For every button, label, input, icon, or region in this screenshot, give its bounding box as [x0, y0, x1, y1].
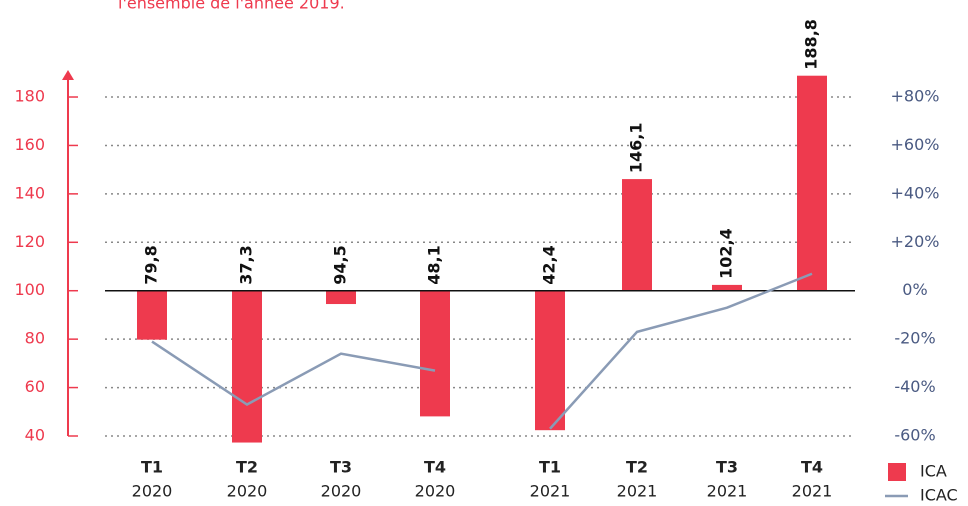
x-tick-label: 2020	[227, 482, 268, 501]
y-axis-arrow	[62, 70, 74, 80]
data-label: 37,3	[237, 245, 256, 284]
bar	[326, 290, 356, 305]
x-tick-label: 2021	[617, 482, 658, 501]
y2-tick-label: -40%	[894, 377, 935, 396]
y-tick-label: 180	[14, 87, 45, 106]
x-tick-label: T4	[801, 458, 823, 477]
y2-tick-label: +20%	[891, 232, 940, 251]
x-tick-label: 2021	[792, 482, 833, 501]
y2-tick-label: +80%	[891, 87, 940, 106]
x-tick-label: T3	[330, 458, 352, 477]
legend-swatch	[888, 463, 906, 481]
x-tick-label: 2020	[415, 482, 456, 501]
y2-tick-label: +40%	[891, 183, 940, 202]
x-tick-label: T1	[539, 458, 561, 477]
bar	[797, 75, 827, 291]
bar	[622, 179, 652, 291]
y-tick-label: 140	[14, 183, 45, 202]
data-label: 94,5	[331, 245, 350, 284]
y-tick-label: 120	[14, 232, 45, 251]
legend-label: ICAC	[920, 486, 958, 505]
y2-tick-label: +60%	[891, 135, 940, 154]
x-tick-label: T3	[716, 458, 738, 477]
x-tick-label: 2021	[530, 482, 571, 501]
data-label: 188,8	[802, 19, 821, 70]
y-tick-label: 80	[25, 329, 45, 348]
bar	[535, 290, 565, 431]
line	[549, 272, 813, 430]
legend-label: ICA	[920, 462, 947, 481]
bar	[137, 290, 167, 340]
data-label: 79,8	[142, 245, 161, 284]
y-tick-label: 40	[25, 426, 45, 445]
x-tick-label: T2	[236, 458, 258, 477]
y2-tick-label: -60%	[894, 426, 935, 445]
data-label: 48,1	[425, 245, 444, 284]
x-tick-label: 2020	[132, 482, 173, 501]
data-label: 146,1	[627, 122, 646, 173]
x-tick-label: 2020	[321, 482, 362, 501]
y2-tick-label: -20%	[894, 329, 935, 348]
bar	[712, 284, 742, 291]
y-tick-label: 160	[14, 135, 45, 154]
y-tick-label: 60	[25, 377, 45, 396]
chart-title: l'ensemble de l'année 2019.	[118, 0, 345, 13]
line	[151, 340, 436, 406]
bar	[420, 290, 450, 417]
data-label: 102,4	[717, 228, 736, 279]
bar	[232, 290, 262, 443]
y-tick-label: 100	[14, 280, 45, 299]
x-tick-label: T1	[141, 458, 163, 477]
data-label: 42,4	[540, 245, 559, 284]
x-tick-label: 2021	[707, 482, 748, 501]
x-tick-label: T2	[626, 458, 648, 477]
y2-tick-label: 0%	[902, 280, 927, 299]
x-tick-label: T4	[424, 458, 446, 477]
